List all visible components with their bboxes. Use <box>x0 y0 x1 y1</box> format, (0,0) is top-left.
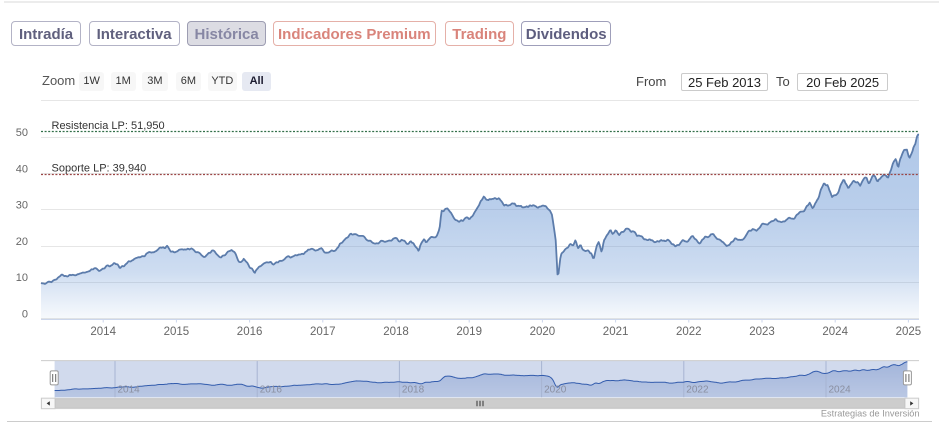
svg-text:2016: 2016 <box>237 326 263 338</box>
svg-text:2018: 2018 <box>383 326 409 338</box>
svg-text:2024: 2024 <box>822 326 848 338</box>
svg-text:2024: 2024 <box>829 385 852 396</box>
svg-text:10: 10 <box>16 272 28 284</box>
svg-text:2020: 2020 <box>544 385 567 396</box>
svg-text:2019: 2019 <box>456 326 482 338</box>
svg-text:20: 20 <box>16 236 28 248</box>
svg-text:2021: 2021 <box>603 326 629 338</box>
svg-text:2025: 2025 <box>896 326 922 338</box>
svg-text:2023: 2023 <box>749 326 775 338</box>
svg-text:2014: 2014 <box>90 326 116 338</box>
svg-text:2016: 2016 <box>260 385 283 396</box>
svg-text:50: 50 <box>16 127 28 139</box>
svg-text:2015: 2015 <box>164 326 190 338</box>
svg-text:40: 40 <box>16 163 28 175</box>
svg-text:30: 30 <box>16 200 28 212</box>
svg-text:0: 0 <box>22 309 28 321</box>
svg-text:2020: 2020 <box>530 326 556 338</box>
svg-text:Resistencia LP: 51,950: Resistencia LP: 51,950 <box>52 120 165 132</box>
svg-text:Soporte LP: 39,940: Soporte LP: 39,940 <box>52 162 147 174</box>
svg-text:2022: 2022 <box>676 326 702 338</box>
svg-text:Estrategias de Inversión: Estrategias de Inversión <box>821 409 920 419</box>
svg-text:2014: 2014 <box>118 385 141 396</box>
svg-text:2018: 2018 <box>402 385 425 396</box>
svg-text:2017: 2017 <box>310 326 336 338</box>
svg-text:2022: 2022 <box>686 385 709 396</box>
